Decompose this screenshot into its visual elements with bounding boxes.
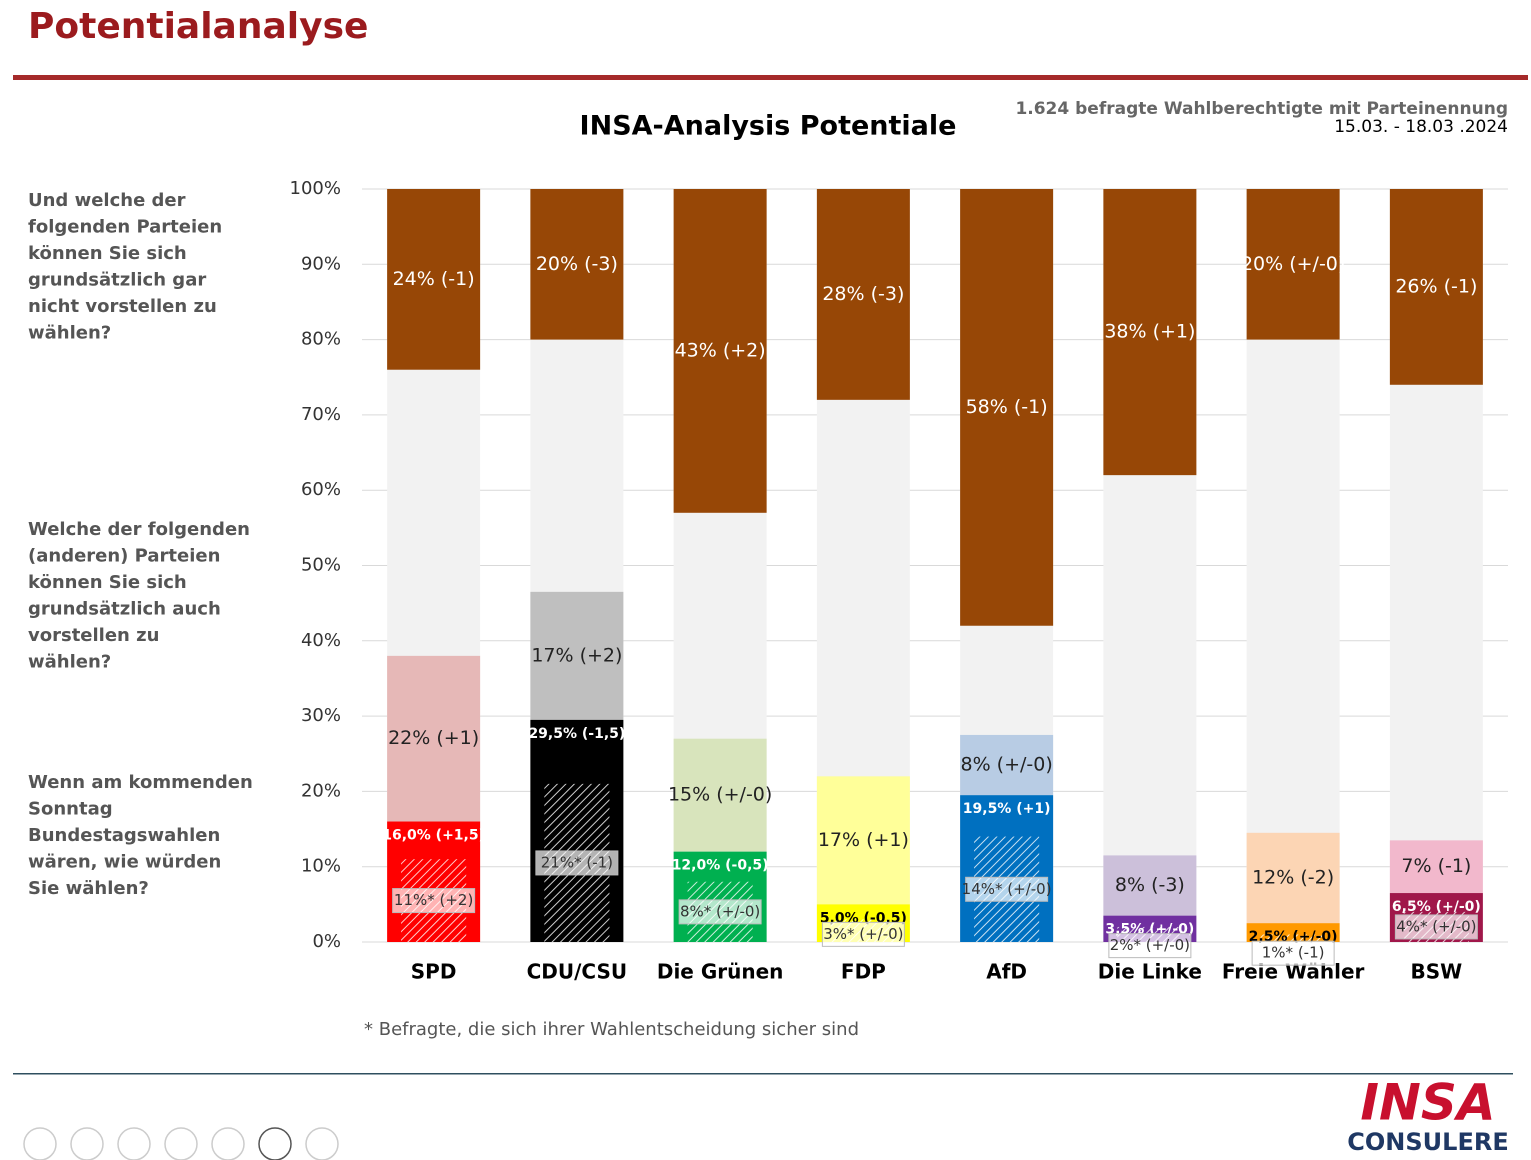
y-tick-label: 0% — [312, 931, 341, 952]
rejection-label: 28% (-3) — [822, 283, 904, 305]
sure-label-box — [965, 876, 1049, 902]
sure-label-box — [1108, 933, 1192, 959]
potential-label: 8% (+/-0) — [960, 754, 1052, 776]
y-tick-label: 40% — [301, 630, 341, 651]
sure-label: 4%* (+/-0) — [1396, 917, 1476, 935]
sure-label: 21%* (-1) — [541, 853, 613, 871]
rejection-label: 38% (+1) — [1104, 321, 1195, 343]
x-tick-label: Die Linke — [1098, 960, 1202, 984]
potential-label: 12% (-2) — [1252, 866, 1334, 888]
sure-label-box — [821, 921, 905, 947]
x-tick-label: SPD — [411, 960, 457, 984]
rejection-label: 20% (+/-0) — [1241, 253, 1345, 275]
y-tick-label: 30% — [301, 705, 341, 726]
potential-label: 17% (+1) — [818, 829, 909, 851]
potential-bar — [387, 655, 481, 822]
question: Wenn am kommenden Sonntag Bundestagswahlen… — [28, 772, 253, 899]
subtitle: 1.624 befragte Wahlberechtigte mit Parte… — [1015, 99, 1508, 119]
sure-label: 8%* (+/-0) — [680, 902, 760, 920]
subtitle: 15.03. - 18.03 .2024 — [1334, 117, 1508, 137]
rejection-label: 43% (+2) — [675, 339, 766, 361]
vote-label: 16,0% (+1,5) — [382, 828, 485, 844]
sure-label-box — [678, 899, 762, 925]
y-tick-label: 20% — [301, 780, 341, 801]
rejection-label: 58% (-1) — [966, 396, 1048, 418]
sure-label: 14%* (+/-0) — [962, 880, 1052, 898]
rejection-bar — [387, 189, 481, 370]
sure-label: 3%* (+/-0) — [823, 925, 903, 943]
x-tick-label: Die Grünen — [657, 960, 784, 984]
question: Und welche der folgenden Parteien können S… — [28, 190, 222, 344]
y-tick-label: 50% — [301, 555, 341, 576]
x-tick-label: FDP — [841, 960, 886, 984]
potential-bar — [960, 734, 1054, 796]
sure-label: 2%* (+/-0) — [1110, 936, 1190, 954]
potential-label: 15% (+/-0) — [668, 784, 772, 806]
footer-rule — [13, 1073, 1513, 1075]
rejection-bar — [816, 189, 910, 400]
sure-label-box — [535, 850, 619, 876]
potential-bar — [1103, 855, 1197, 916]
sure-label: 11%* (+2) — [394, 891, 473, 909]
vote-label: 12,0% (-0,5) — [672, 858, 769, 874]
vote-label: 29,5% (-1,5) — [528, 726, 625, 742]
y-tick-label: 70% — [301, 404, 341, 425]
rejection-bar — [530, 189, 624, 340]
rejection-bar — [1103, 189, 1197, 476]
potential-bar — [816, 776, 910, 905]
vote-label: 19,5% (+1) — [963, 801, 1051, 817]
footnote: * Befragte, die sich ihrer Wahlentscheid… — [364, 1019, 859, 1040]
sure-label-box — [1394, 914, 1478, 940]
rejection-label: 20% (-3) — [536, 253, 618, 275]
y-tick-label: 60% — [301, 479, 341, 500]
sure-label-box — [392, 888, 476, 914]
logo: CONSULERE — [1347, 1128, 1508, 1156]
rejection-bar — [1389, 189, 1483, 385]
y-tick-label: 100% — [290, 178, 341, 199]
potential-bar — [1246, 832, 1340, 924]
rejection-label: 24% (-1) — [393, 268, 475, 290]
potential-label: 22% (+1) — [388, 727, 479, 749]
potential-label: 7% (-1) — [1401, 855, 1471, 877]
rejection-bar — [960, 189, 1054, 626]
x-tick-label: BSW — [1411, 960, 1463, 984]
y-tick-label: 80% — [301, 329, 341, 350]
logo: INSA — [1360, 1074, 1495, 1132]
page-title: Potentialanalyse — [28, 6, 368, 47]
potential-bar — [1389, 840, 1483, 894]
toolbar[interactable] — [23, 1127, 339, 1160]
sure-label: 1%* (-1) — [1262, 944, 1325, 962]
y-tick-label: 90% — [301, 253, 341, 274]
sure-hatch — [1260, 934, 1326, 942]
vote-label: 6,5% (+/-0) — [1392, 899, 1481, 915]
potential-bar — [530, 591, 624, 720]
y-tick-label: 10% — [301, 856, 341, 877]
x-tick-label: CDU/CSU — [527, 960, 628, 984]
potential-bar — [673, 738, 767, 852]
potential-label: 8% (-3) — [1115, 874, 1185, 896]
sure-label-box — [1251, 940, 1335, 966]
question: Welche der folgenden (anderen) Parteien kö… — [28, 519, 250, 673]
rejection-bar — [673, 189, 767, 513]
rejection-bar — [1246, 189, 1340, 340]
chart-title: INSA-Analysis Potentiale — [580, 111, 957, 142]
rejection-label: 26% (-1) — [1395, 275, 1477, 297]
x-tick-label: AfD — [986, 960, 1027, 984]
potential-label: 17% (+2) — [531, 644, 622, 666]
header-rule — [13, 75, 1528, 80]
